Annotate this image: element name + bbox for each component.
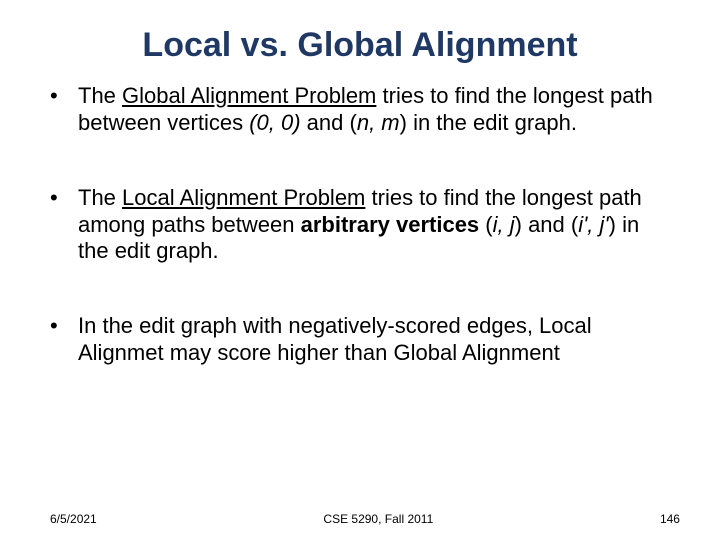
bullet-item: • The Global Alignment Problem tries to … (50, 83, 670, 137)
italic-text: i', j' (578, 212, 608, 237)
italic-text: (0, 0) (249, 110, 300, 135)
text-fragment: In the edit graph with negatively-scored… (78, 313, 592, 365)
slide-title: Local vs. Global Alignment (80, 26, 640, 65)
bullet-item: • In the edit graph with negatively-scor… (50, 313, 670, 367)
bullet-item: • The Local Alignment Problem tries to f… (50, 185, 670, 265)
text-fragment: ) in the edit graph. (400, 110, 577, 135)
bold-text: arbitrary vertices (301, 212, 480, 237)
footer-page-number: 146 (660, 512, 680, 526)
bullet-text: The Global Alignment Problem tries to fi… (78, 83, 670, 137)
footer-date: 6/5/2021 (50, 512, 97, 526)
slide: Local vs. Global Alignment • The Global … (0, 0, 720, 540)
bullet-text: In the edit graph with negatively-scored… (78, 313, 670, 367)
text-fragment: The (78, 185, 122, 210)
text-fragment: The (78, 83, 122, 108)
underline-text: Local Alignment Problem (122, 185, 365, 210)
underline-text: Global Alignment Problem (122, 83, 376, 108)
italic-text: n, m (357, 110, 400, 135)
italic-text: i, j (493, 212, 515, 237)
footer-course: CSE 5290, Fall 2011 (323, 512, 433, 526)
bullet-text: The Local Alignment Problem tries to fin… (78, 185, 670, 265)
bullet-marker: • (50, 313, 78, 367)
text-fragment: ( (479, 212, 492, 237)
slide-footer: 6/5/2021 CSE 5290, Fall 2011 146 (0, 512, 720, 526)
text-fragment: and ( (301, 110, 357, 135)
bullet-list: • The Global Alignment Problem tries to … (50, 83, 670, 367)
bullet-marker: • (50, 83, 78, 137)
text-fragment: ) and ( (515, 212, 579, 237)
bullet-marker: • (50, 185, 78, 265)
